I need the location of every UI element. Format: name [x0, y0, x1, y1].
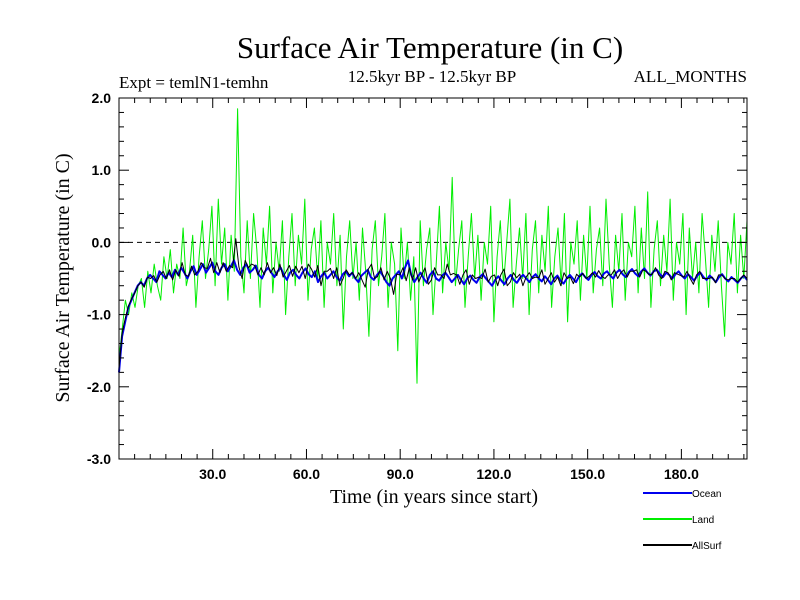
legend: Ocean Land AllSurf [643, 489, 722, 552]
series-allsurf-line [118, 238, 748, 369]
chart-title: Surface Air Temperature (in C) [237, 30, 623, 65]
y-axis-label: Surface Air Temperature (in C) [52, 153, 74, 402]
subtitle-right: ALL_MONTHS [634, 67, 747, 86]
x-tick-label: 180.0 [664, 466, 699, 482]
x-tick-label: 60.0 [293, 466, 320, 482]
y-tick-label: -3.0 [87, 451, 111, 467]
x-tick-label: 90.0 [387, 466, 414, 482]
legend-label-land: Land [692, 515, 714, 526]
ticks-group: 2.0 1.0 0.0 -1.0 -2.0 -3.0 30.0 60.0 90.0 120.0 15… [87, 90, 747, 482]
y-tick-label: -2.0 [87, 379, 111, 395]
x-tick-label: 120.0 [476, 466, 511, 482]
x-axis-label: Time (in years since start) [330, 486, 538, 508]
plot-frame [118, 97, 748, 460]
series-land-line [118, 108, 748, 384]
series-group [118, 108, 748, 384]
y-tick-label: 0.0 [92, 234, 112, 250]
subtitle-center: 12.5kyr BP - 12.5kyr BP [348, 67, 516, 86]
y-tick-label: 1.0 [92, 162, 112, 178]
legend-label-ocean: Ocean [692, 489, 721, 500]
plot-area: 2.0 1.0 0.0 -1.0 -2.0 -3.0 30.0 60.0 90.0 120.0 15… [87, 90, 748, 482]
y-tick-label: 2.0 [92, 90, 112, 106]
legend-label-allsurf: AllSurf [692, 541, 722, 552]
subtitle-left: Expt = temlN1-temhn [119, 73, 269, 92]
x-tick-label: 150.0 [570, 466, 605, 482]
y-tick-label: -1.0 [87, 307, 111, 323]
x-tick-label: 30.0 [199, 466, 226, 482]
